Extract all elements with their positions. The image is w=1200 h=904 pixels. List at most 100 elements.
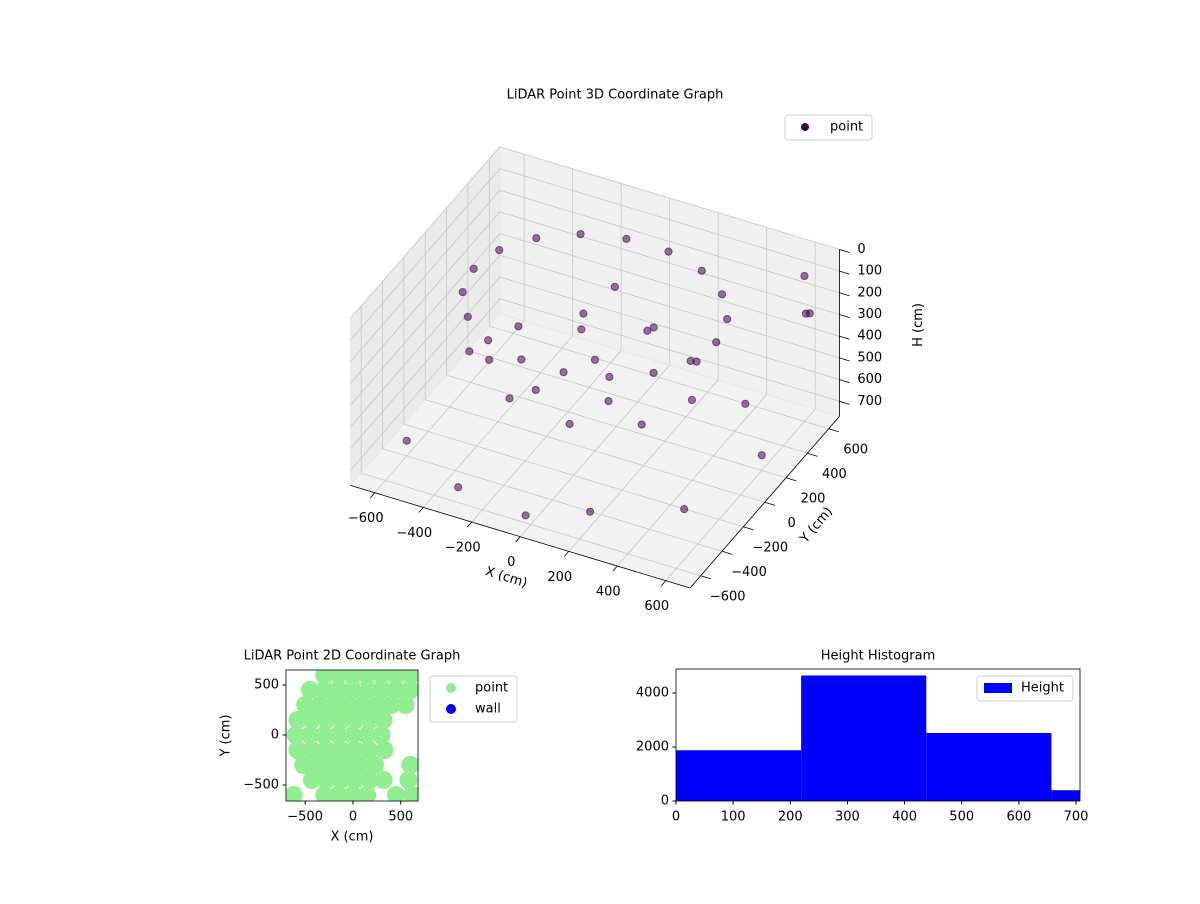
z-tick-label: 400 — [857, 329, 882, 344]
data-point — [485, 355, 494, 364]
data-point — [805, 309, 814, 318]
data-point — [302, 771, 321, 789]
tick-mark — [839, 249, 850, 253]
grid-line — [350, 189, 501, 362]
data-point — [741, 399, 750, 408]
z-tick-label: 200 — [857, 285, 882, 300]
data-point — [374, 771, 393, 789]
data-point — [622, 234, 631, 244]
data-point — [590, 355, 600, 364]
y-tick-label: 600 — [843, 442, 868, 457]
data-point — [331, 771, 350, 789]
x-tick-label: 600 — [644, 599, 669, 614]
data-point — [315, 786, 334, 801]
data-point — [317, 771, 336, 789]
tick-mark — [700, 575, 711, 580]
data-point — [565, 419, 574, 429]
data-point — [331, 741, 350, 759]
data-point — [521, 511, 530, 520]
data-point — [294, 756, 313, 774]
bar — [801, 675, 927, 801]
chart-title: LiDAR Point 2D Coordinate Graph — [244, 649, 461, 664]
grid-line — [350, 146, 501, 319]
legend-label: wall — [475, 702, 501, 717]
data-point — [532, 234, 541, 243]
data-point — [463, 312, 472, 321]
data-point — [514, 322, 523, 331]
grid-line — [499, 189, 840, 294]
z-tick-label: 0 — [857, 242, 865, 257]
data-point — [315, 670, 334, 684]
data-point — [605, 372, 614, 382]
x-tick-label: 0 — [349, 810, 357, 825]
data-point — [469, 264, 478, 274]
y-axis-line — [689, 416, 840, 589]
data-point — [343, 681, 362, 699]
y-tick-label: 500 — [254, 678, 279, 693]
data-point — [300, 726, 319, 744]
legend-label: Height — [1021, 681, 1064, 696]
grid-line — [499, 233, 840, 337]
tick-mark — [369, 492, 376, 499]
grid-line — [489, 325, 829, 430]
plot-3d: −600−400−2000200400600−600−400−200020040… — [348, 145, 926, 614]
data-point — [692, 357, 701, 366]
z-tick-label: 300 — [857, 307, 882, 322]
z-tick-label: 700 — [857, 394, 882, 409]
data-point — [337, 756, 356, 774]
data-point — [401, 756, 418, 774]
y-tick-label: −400 — [731, 565, 767, 580]
x-axis-label: X (cm) — [331, 830, 374, 845]
y-tick-label: 2000 — [636, 740, 669, 755]
data-point — [343, 670, 362, 684]
x-tick-label: 500 — [949, 810, 974, 825]
data-point — [351, 756, 370, 774]
x-tick-label: 0 — [507, 555, 515, 570]
data-point — [353, 696, 372, 714]
grid-line — [467, 350, 808, 454]
tick-mark — [839, 379, 850, 384]
data-point — [505, 394, 514, 403]
tick-mark — [743, 526, 754, 531]
data-point — [484, 336, 493, 345]
data-point — [374, 711, 393, 729]
data-point — [382, 696, 401, 714]
data-point — [402, 436, 411, 445]
data-point — [649, 368, 658, 378]
data-point — [559, 368, 568, 377]
tick-mark — [828, 428, 840, 433]
data-point — [360, 771, 379, 789]
data-point — [310, 696, 329, 714]
data-point — [387, 786, 405, 801]
tick-mark — [660, 580, 667, 587]
data-point — [577, 325, 586, 334]
data-point — [664, 247, 673, 256]
legend-label: point — [475, 681, 508, 696]
legend-marker — [801, 123, 809, 131]
legend-marker — [446, 683, 456, 693]
data-point — [723, 314, 732, 324]
grid-line — [350, 276, 501, 449]
grid-line — [499, 146, 840, 250]
y-tick-label: −600 — [710, 589, 746, 604]
points — [286, 670, 418, 801]
x-tick-label: −600 — [348, 511, 384, 526]
grid-line — [499, 276, 840, 380]
x-tick-label: −400 — [396, 526, 432, 541]
data-point — [610, 282, 619, 291]
data-point — [697, 266, 706, 275]
data-point — [343, 726, 362, 744]
x-tick-label: 200 — [547, 570, 572, 585]
data-point — [343, 786, 362, 801]
data-point — [712, 338, 721, 347]
bar — [926, 732, 1052, 801]
data-point — [454, 483, 463, 492]
data-point — [358, 726, 377, 744]
data-point — [372, 681, 391, 699]
grid-line — [499, 168, 840, 272]
data-point — [649, 323, 658, 332]
x-tick-label: −200 — [445, 541, 481, 556]
x-tick-label: 400 — [596, 585, 621, 600]
tick-mark — [839, 400, 850, 405]
